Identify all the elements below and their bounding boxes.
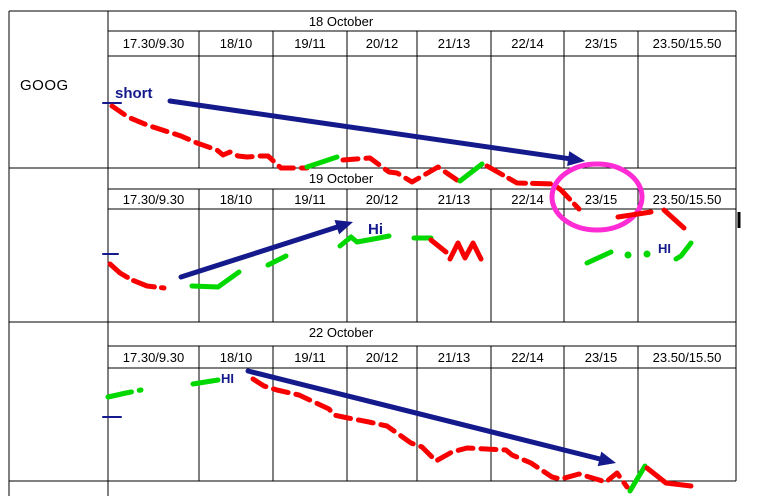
hi-label-19oct-right: HI [658, 241, 671, 256]
time-cell: 21/13 [437, 349, 471, 365]
date-header: 22 October [308, 325, 374, 340]
time-cell: 23/15 [584, 191, 618, 207]
hi-label-22oct: HI [221, 371, 234, 386]
time-cell: 21/13 [437, 36, 471, 51]
date-header: 19 October [308, 171, 374, 186]
date-header: 18 October [308, 14, 374, 29]
time-cell: 23/15 [584, 349, 618, 365]
time-cell: 22/14 [511, 36, 544, 51]
time-cell: 18/10 [219, 349, 253, 365]
time-cell: 23.50/15.50 [652, 36, 722, 51]
time-cell: 22/14 [511, 349, 544, 365]
time-cell: 23/15 [584, 36, 618, 51]
short-label: short [115, 85, 153, 102]
time-cell: 19/11 [294, 349, 326, 365]
time-cell: 23.50/15.50 [652, 349, 722, 365]
hi-label-19oct: Hi [368, 221, 383, 238]
time-cell: 17.30/9.30 [122, 36, 185, 51]
time-cell: 19/11 [294, 36, 326, 51]
time-cell: 23.50/15.50 [652, 191, 722, 207]
time-cell: 20/12 [365, 349, 399, 365]
time-cell: 17.30/9.30 [122, 191, 185, 207]
stock-symbol: GOOG [20, 77, 69, 94]
time-cell: 17.30/9.30 [122, 349, 185, 365]
time-cell: 18/10 [219, 36, 253, 51]
time-cell: 21/13 [437, 191, 471, 207]
time-cell: 20/12 [365, 36, 399, 51]
time-cell: 18/10 [219, 191, 253, 207]
time-cell: 19/11 [294, 191, 326, 207]
time-cell: 20/12 [365, 191, 399, 207]
time-cell: 22/14 [511, 191, 544, 207]
